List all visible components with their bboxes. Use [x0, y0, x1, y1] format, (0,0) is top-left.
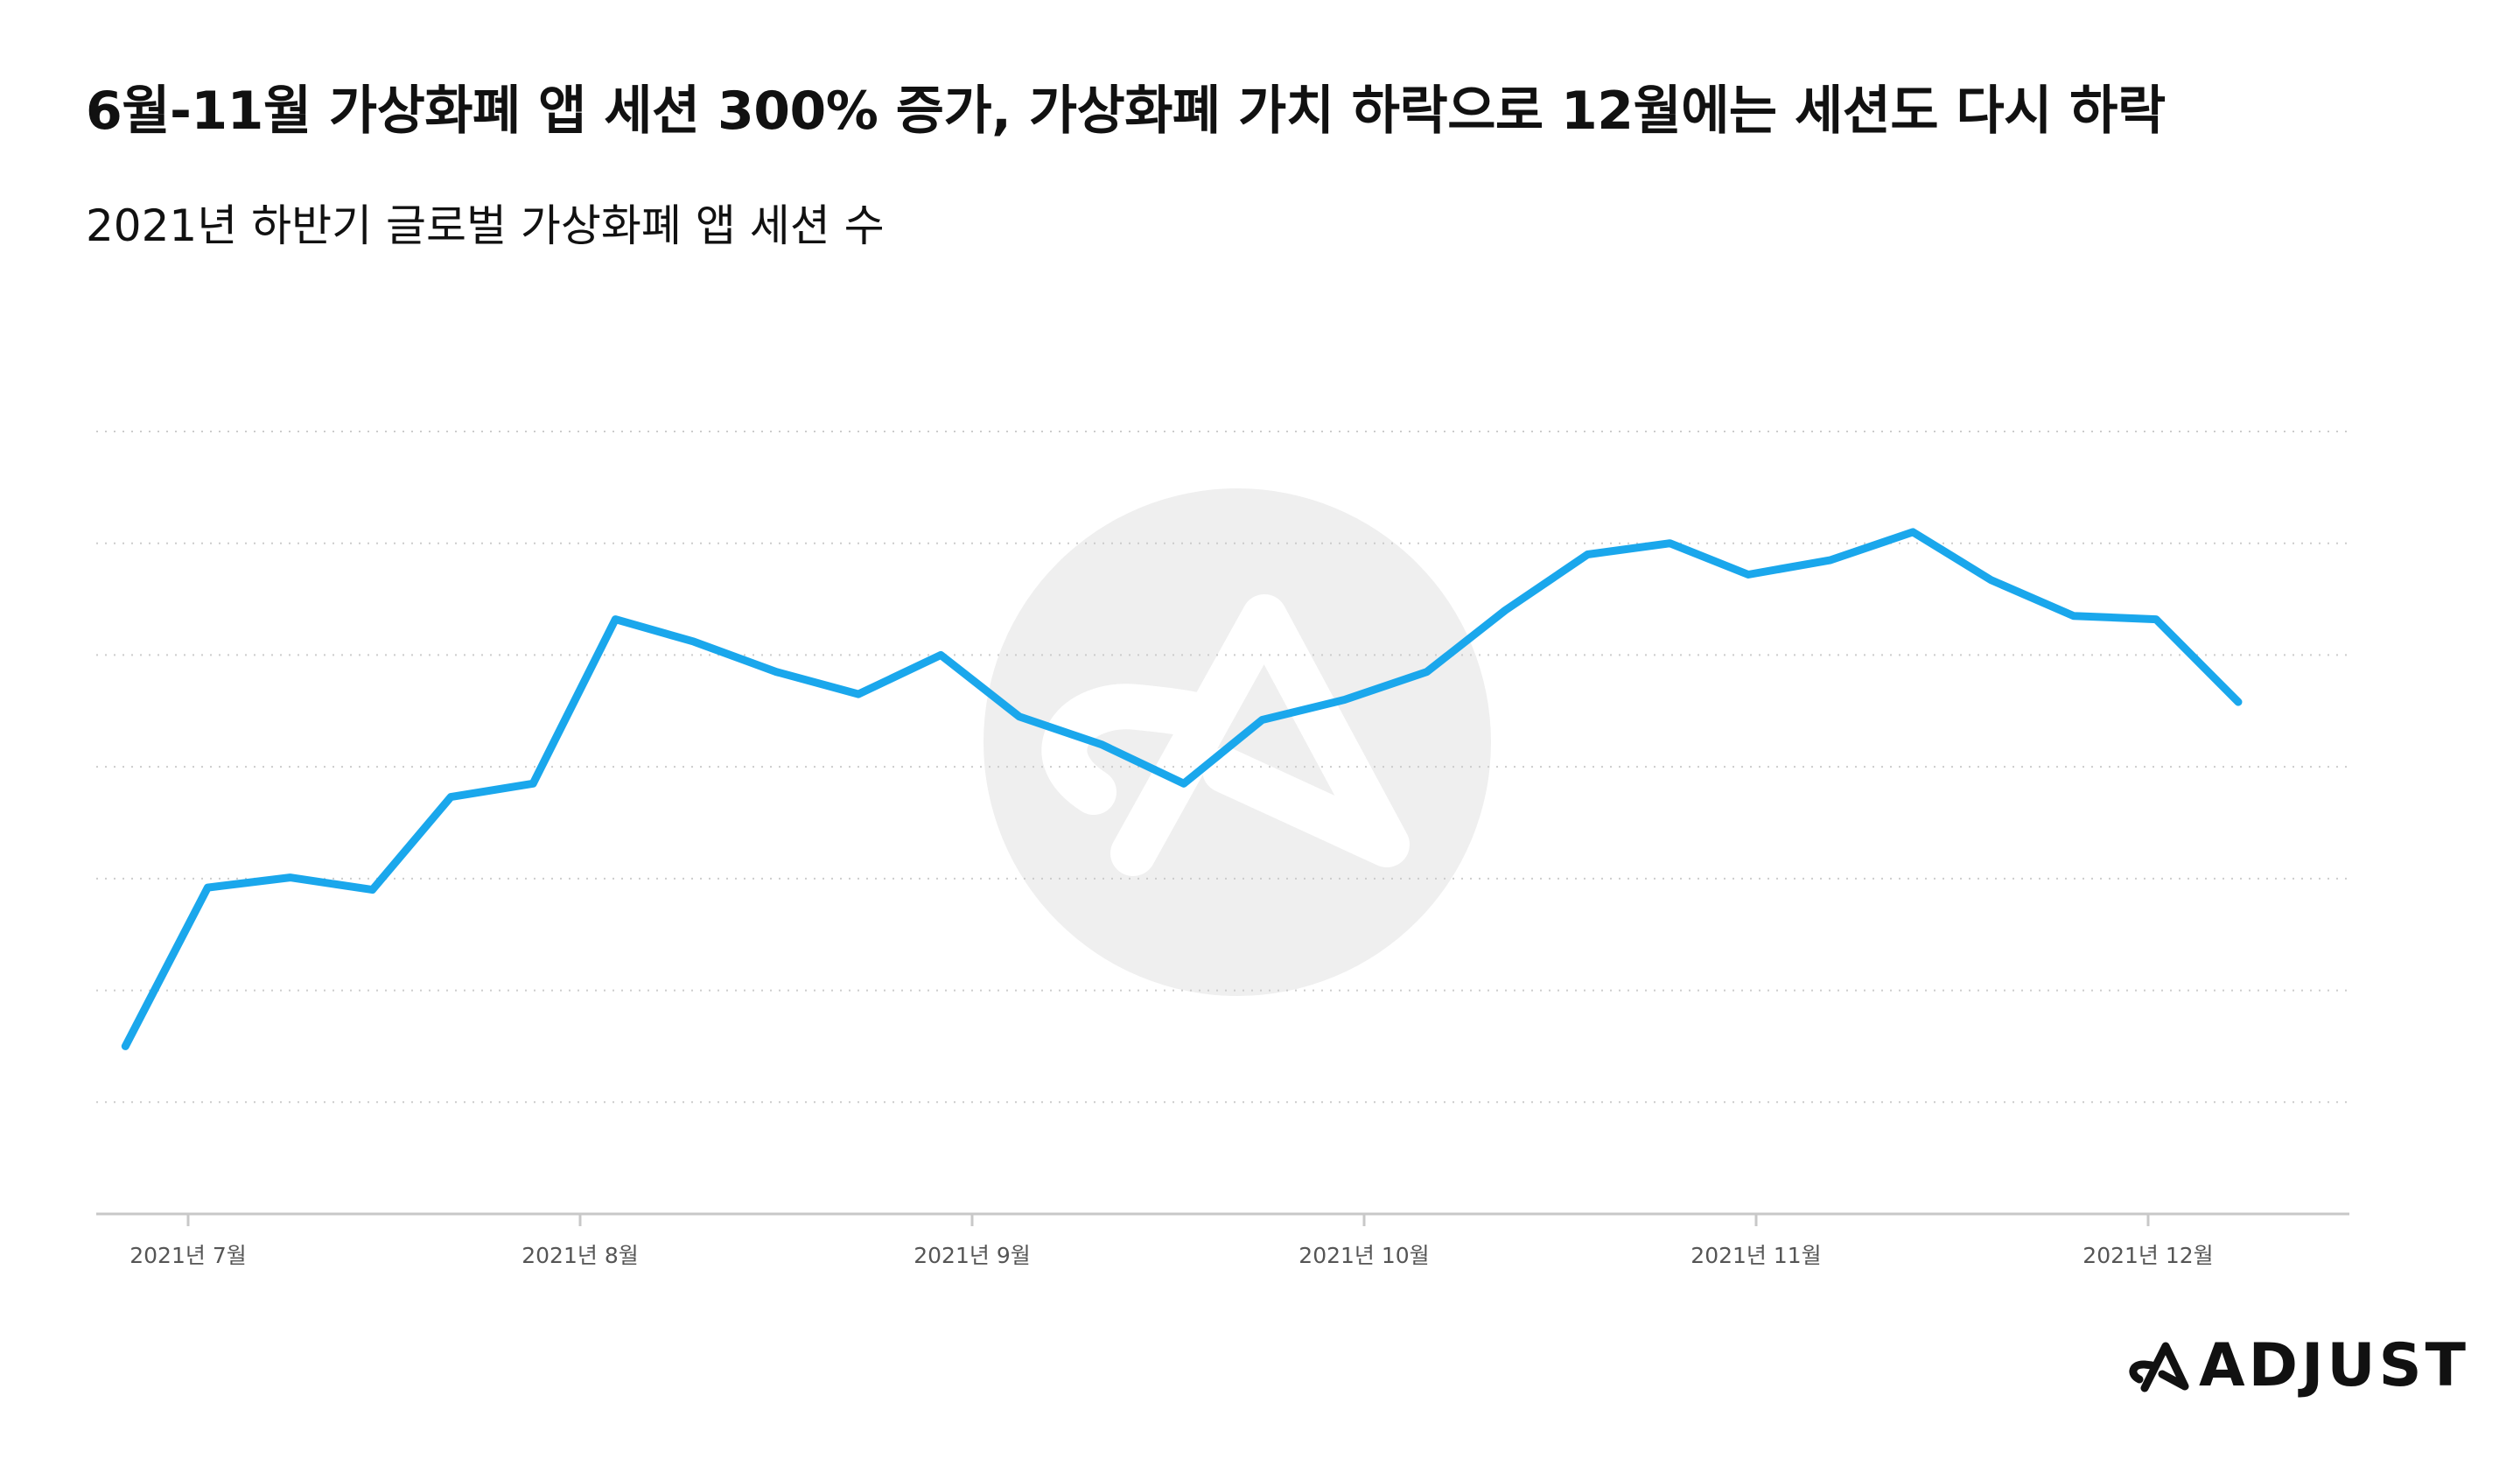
brand-logo: ADJUST	[2127, 1331, 2469, 1400]
chart-title: 6월-11월 가상화폐 앱 세션 300% 증가, 가상화폐 가치 하락으로 1…	[86, 81, 2166, 142]
brand-name: ADJUST	[2199, 1331, 2469, 1400]
series-line	[121, 528, 2243, 1050]
x-tick-label: 2021년 8월	[522, 1243, 638, 1268]
x-tick-label: 2021년 9월	[914, 1243, 1030, 1268]
x-tick-label: 2021년 12월	[2082, 1243, 2213, 1268]
adjust-logo-icon	[2129, 1342, 2189, 1392]
x-axis-ticks: 2021년 7월 2021년 8월 2021년 9월 2021년 10월 2021년 1…	[130, 1214, 2214, 1268]
x-tick-label: 2021년 7월	[130, 1243, 246, 1268]
x-tick-label: 2021년 10월	[1298, 1243, 1429, 1268]
x-tick-label: 2021년 11월	[1690, 1243, 1821, 1268]
chart-subtitle: 2021년 하반기 글로벌 가상화폐 앱 세션 수	[86, 200, 885, 251]
